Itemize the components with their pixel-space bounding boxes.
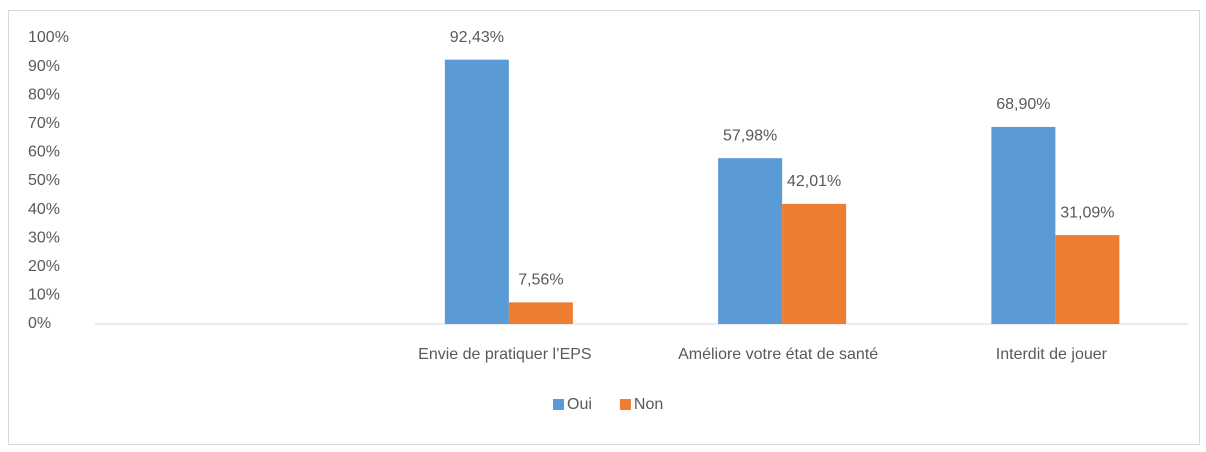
y-tick-label: 90% [28, 58, 60, 75]
x-tick-label: Interdit de jouer [995, 346, 1107, 363]
bar [782, 203, 847, 324]
value-label: 31,09% [1060, 204, 1114, 221]
value-label: 57,98% [723, 127, 777, 144]
bar [1055, 235, 1120, 324]
legend-label: Oui [567, 396, 592, 413]
x-tick-label: Améliore votre état de santé [678, 346, 879, 363]
x-tick-label: Envie de pratiquer l’EPS [418, 346, 592, 363]
value-label: 92,43% [450, 29, 504, 46]
y-tick-label: 80% [28, 86, 60, 103]
bar [508, 302, 573, 324]
y-tick-label: 40% [28, 201, 60, 218]
y-tick-label: 70% [28, 115, 60, 132]
y-tick-label: 30% [28, 229, 60, 246]
legend-swatch [619, 399, 631, 410]
value-label: 42,01% [787, 173, 841, 190]
y-tick-label: 50% [28, 172, 60, 189]
bar [718, 158, 783, 324]
value-label: 68,90% [996, 96, 1050, 113]
y-tick-label: 100% [28, 29, 69, 46]
bar [991, 126, 1056, 324]
value-label: 7,56% [518, 272, 563, 289]
legend-swatch [553, 399, 564, 410]
y-tick-label: 0% [28, 315, 51, 332]
bar [444, 59, 509, 324]
y-tick-label: 20% [28, 258, 60, 275]
y-tick-label: 60% [28, 144, 60, 161]
legend-label: Non [634, 396, 663, 413]
y-tick-label: 10% [28, 287, 60, 304]
